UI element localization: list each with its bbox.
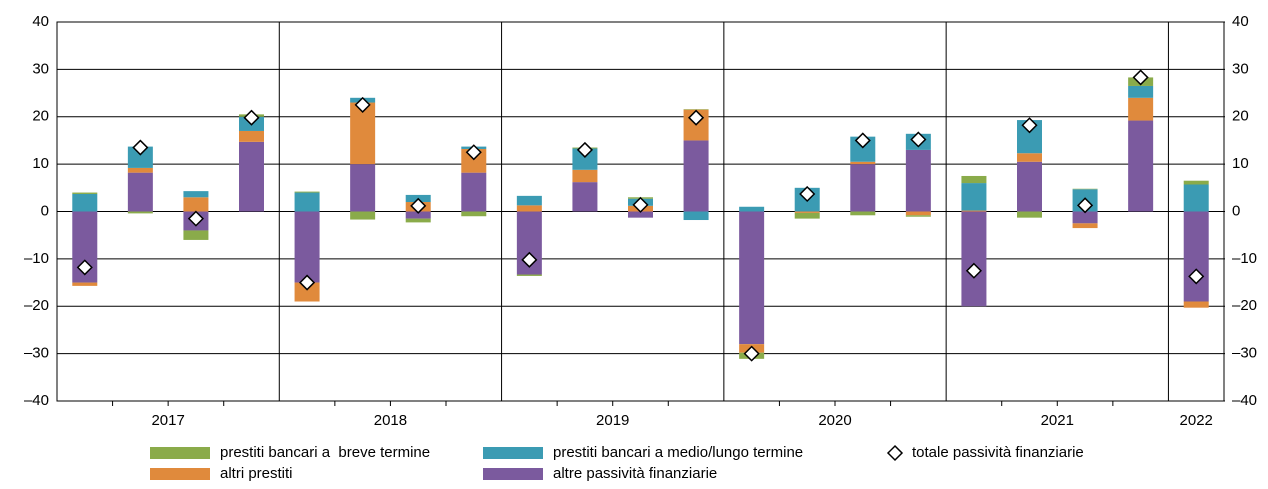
bar-segment bbox=[72, 193, 97, 194]
y2-tick-label: –30 bbox=[1232, 345, 1257, 362]
bar-segment bbox=[850, 212, 875, 216]
y-tick-label: 30 bbox=[32, 60, 49, 77]
bar-segment bbox=[183, 230, 208, 239]
x-group-label: 2018 bbox=[374, 412, 407, 429]
y2-tick-label: –20 bbox=[1232, 297, 1257, 314]
bar-segment bbox=[350, 212, 375, 220]
legend-swatch bbox=[483, 468, 543, 480]
bar-segment bbox=[1184, 184, 1209, 211]
bar-segment bbox=[183, 191, 208, 197]
bar-segment bbox=[850, 162, 875, 164]
legend-label: prestiti bancari a medio/lungo termine bbox=[553, 444, 803, 461]
y2-tick-label: 0 bbox=[1232, 202, 1240, 219]
y2-tick-label: 20 bbox=[1232, 108, 1249, 125]
bar-segment bbox=[461, 173, 486, 212]
bar-segment bbox=[1128, 121, 1153, 212]
bar-segment bbox=[1017, 153, 1042, 162]
bar-segment bbox=[128, 168, 153, 173]
bar-segment bbox=[961, 183, 986, 210]
y2-tick-label: 30 bbox=[1232, 60, 1249, 77]
bar-segment bbox=[961, 212, 986, 307]
bar-segment bbox=[517, 205, 542, 211]
bar-segment bbox=[1184, 302, 1209, 308]
y-tick-label: 40 bbox=[32, 13, 49, 30]
y-tick-label: –40 bbox=[24, 392, 49, 409]
bar-segment bbox=[295, 192, 320, 193]
bar-segment bbox=[72, 283, 97, 286]
x-group-label: 2020 bbox=[818, 412, 851, 429]
bar-segment bbox=[128, 212, 153, 214]
bar-segment bbox=[795, 213, 820, 219]
bar-segment bbox=[850, 164, 875, 211]
bar-segment bbox=[906, 215, 931, 216]
legend-label: altri prestiti bbox=[220, 465, 293, 482]
x-group-label: 2017 bbox=[151, 412, 184, 429]
bar-segment bbox=[406, 219, 431, 223]
bar-segment bbox=[1184, 181, 1209, 185]
bar-segment bbox=[1184, 212, 1209, 302]
bar-segment bbox=[1128, 98, 1153, 121]
bar-segment bbox=[572, 182, 597, 211]
x-group-label: 2022 bbox=[1180, 412, 1213, 429]
bar-segment bbox=[239, 142, 264, 212]
bar-segment bbox=[906, 212, 931, 216]
legend-marker bbox=[888, 446, 902, 460]
y-tick-label: –10 bbox=[24, 250, 49, 267]
bar-segment bbox=[128, 173, 153, 212]
x-group-label: 2019 bbox=[596, 412, 629, 429]
y-tick-label: 0 bbox=[41, 202, 49, 219]
legend-swatch bbox=[483, 447, 543, 459]
bar-segment bbox=[461, 212, 486, 217]
y-tick-label: –20 bbox=[24, 297, 49, 314]
bar-segment bbox=[350, 164, 375, 211]
x-group-label: 2021 bbox=[1041, 412, 1074, 429]
bar-segment bbox=[961, 211, 986, 212]
bar-segment bbox=[239, 131, 264, 142]
y-tick-label: 20 bbox=[32, 108, 49, 125]
y-tick-label: –30 bbox=[24, 345, 49, 362]
bar-segment bbox=[795, 212, 820, 213]
legend-swatch bbox=[150, 468, 210, 480]
bar-segment bbox=[961, 176, 986, 183]
bar-segment bbox=[72, 194, 97, 212]
bar-segment bbox=[517, 196, 542, 205]
bar-segment bbox=[1017, 212, 1042, 218]
bar-segment bbox=[572, 170, 597, 182]
legend-label: altre passività finanziarie bbox=[553, 465, 717, 482]
bar-segment bbox=[739, 207, 764, 212]
bar-segment bbox=[739, 212, 764, 345]
y-tick-label: 10 bbox=[32, 155, 49, 172]
bar-segment bbox=[1073, 223, 1098, 228]
bar-segment bbox=[684, 212, 709, 221]
bar-segment bbox=[1128, 86, 1153, 98]
bar-segment bbox=[295, 193, 320, 212]
legend-label: prestiti bancari a breve termine bbox=[220, 444, 430, 461]
y2-tick-label: 10 bbox=[1232, 155, 1249, 172]
y2-tick-label: 40 bbox=[1232, 13, 1249, 30]
bar-segment bbox=[906, 150, 931, 212]
bar-segment bbox=[684, 140, 709, 211]
bar-segment bbox=[1017, 162, 1042, 212]
y2-tick-label: –40 bbox=[1232, 392, 1257, 409]
legend-swatch bbox=[150, 447, 210, 459]
y2-tick-label: –10 bbox=[1232, 250, 1257, 267]
bar-segment bbox=[517, 275, 542, 276]
bar-segment bbox=[183, 197, 208, 211]
legend-label: totale passività finanziarie bbox=[912, 444, 1084, 461]
bar-segment bbox=[295, 212, 320, 283]
